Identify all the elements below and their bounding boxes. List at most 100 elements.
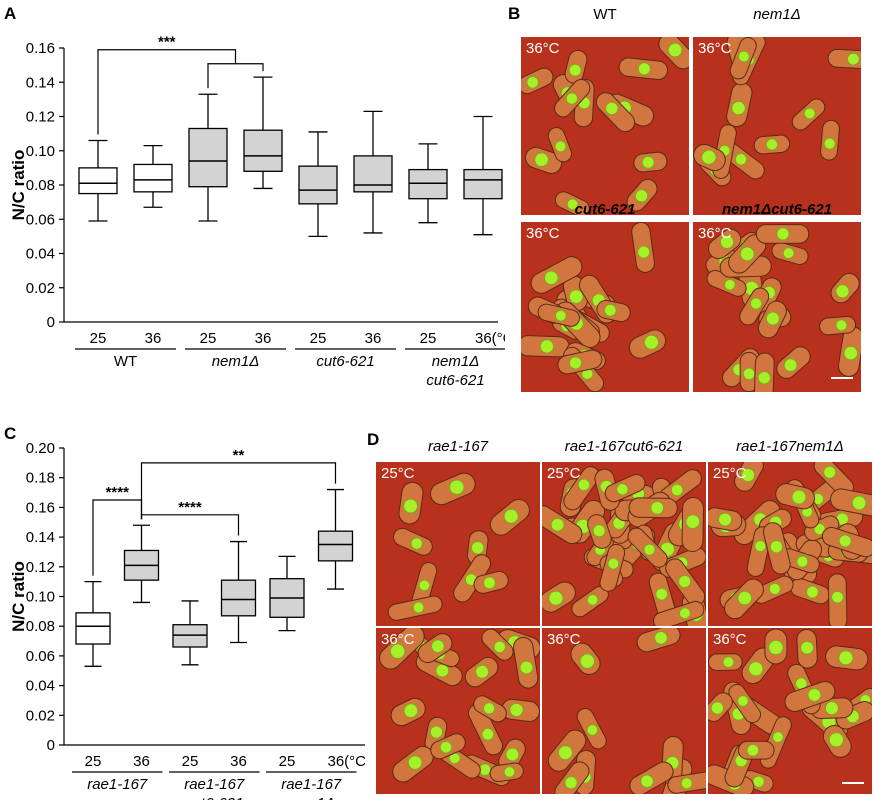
cell-nucleus [539,339,554,354]
box-iqr [188,127,228,188]
x-tick-label-temp: 25 [279,753,296,770]
group-label: cut6-621 [316,353,374,370]
group-label: WT [114,353,137,370]
cell-nucleus [418,579,431,592]
cell-field-d5 [547,628,706,794]
cell [473,570,509,594]
cell-nucleus [800,641,814,655]
cell-field-b4 [705,224,861,392]
cell-nucleus [555,309,567,322]
x-tick-label-temp: 36 [230,753,247,770]
x-tick-label-temp: 25 [420,330,437,347]
cell-nucleus [429,725,443,739]
cell [628,329,667,359]
y-tick-label: 0.10 [26,143,55,160]
cell-nucleus [483,576,496,590]
cell [693,143,726,172]
box-iqr [243,129,283,172]
cell [387,595,443,621]
y-tick-label: 0.12 [26,109,55,126]
cell [752,575,794,604]
micro-label-cut6: cut6-621 [574,201,636,218]
cell-nucleus [737,695,749,707]
cell-nucleus [843,346,858,361]
cell [473,695,507,723]
cell-nucleus [835,284,850,299]
cell [599,543,626,592]
temp-label: 36°C [698,225,732,242]
significance-label: **** [178,499,202,516]
cell-nucleus [569,289,584,304]
cell [791,98,826,131]
cell-nucleus [757,371,771,385]
x-tick-label-temp: 25 [182,753,199,770]
cell [667,771,706,794]
cell [636,628,681,653]
cell-nucleus [569,356,582,370]
micrograph-d-rae1-cut6-36: 36°C [542,628,706,794]
panel-letter-a: A [4,4,17,23]
cell [537,303,581,327]
cell [521,335,570,358]
micrograph-b-wt: 36°C [521,37,689,215]
cell [596,299,631,323]
y-tick-label: 0.02 [26,280,55,297]
cell-nucleus [835,319,848,332]
cell-nucleus [724,279,736,291]
significance-bracket [97,49,237,135]
y-tick-label: 0.16 [26,40,55,57]
y-tick-label: 0 [47,737,55,754]
cell [430,733,466,760]
significance-subbracket [207,63,264,89]
cell [530,256,583,294]
cell-body [653,600,705,626]
cell [755,224,810,244]
cell [771,241,809,266]
temp-label: 36°C [547,631,581,648]
cell [708,692,733,722]
cell-nucleus [607,557,620,570]
cell-nucleus [803,107,816,120]
cell-nucleus [604,304,617,317]
cell [501,698,540,723]
cell [554,761,590,794]
cell [728,683,761,724]
cell-nucleus [519,660,534,675]
cell-nucleus [439,741,453,754]
micro-label-nem1: nem1Δ [753,6,801,23]
micrograph-d-rae1-36: 36°C [376,628,540,794]
cell [764,628,788,665]
cell-nucleus [505,747,520,762]
cell-nucleus [679,607,691,619]
y-axis-label: N/C ratio [9,561,28,632]
cell-nucleus [722,656,735,668]
cell-nucleus [503,766,516,778]
significance-bracket [140,462,337,520]
cell-nucleus [806,585,819,599]
panel-letter-c: C [4,424,17,443]
temp-label: 36°C [381,631,415,648]
temp-label: 25°C [381,465,415,482]
cell-field-d3 [708,462,872,626]
x-tick-label-temp: 25 [310,330,327,347]
cell-body [728,683,761,724]
cell-body [563,466,600,511]
cell [628,497,678,519]
micrograph-b-cut6: 36°C [521,222,689,392]
cell-nucleus [734,153,748,166]
cell-nucleus [782,247,795,259]
cell [629,761,674,794]
cell [820,119,840,161]
cell [390,697,426,727]
cell [489,498,530,536]
cell-nucleus [637,245,651,259]
cell-nucleus [403,498,418,514]
significance-bracket [140,514,240,536]
cell-nucleus [831,590,844,604]
cell [819,315,857,336]
cell-field-d6 [708,628,872,794]
micro-label-rae1-cut6: rae1-167cut6-621 [564,438,684,455]
y-tick-label: 0.18 [26,470,55,487]
cell [547,729,587,772]
y-tick-label: 0.06 [26,211,55,228]
